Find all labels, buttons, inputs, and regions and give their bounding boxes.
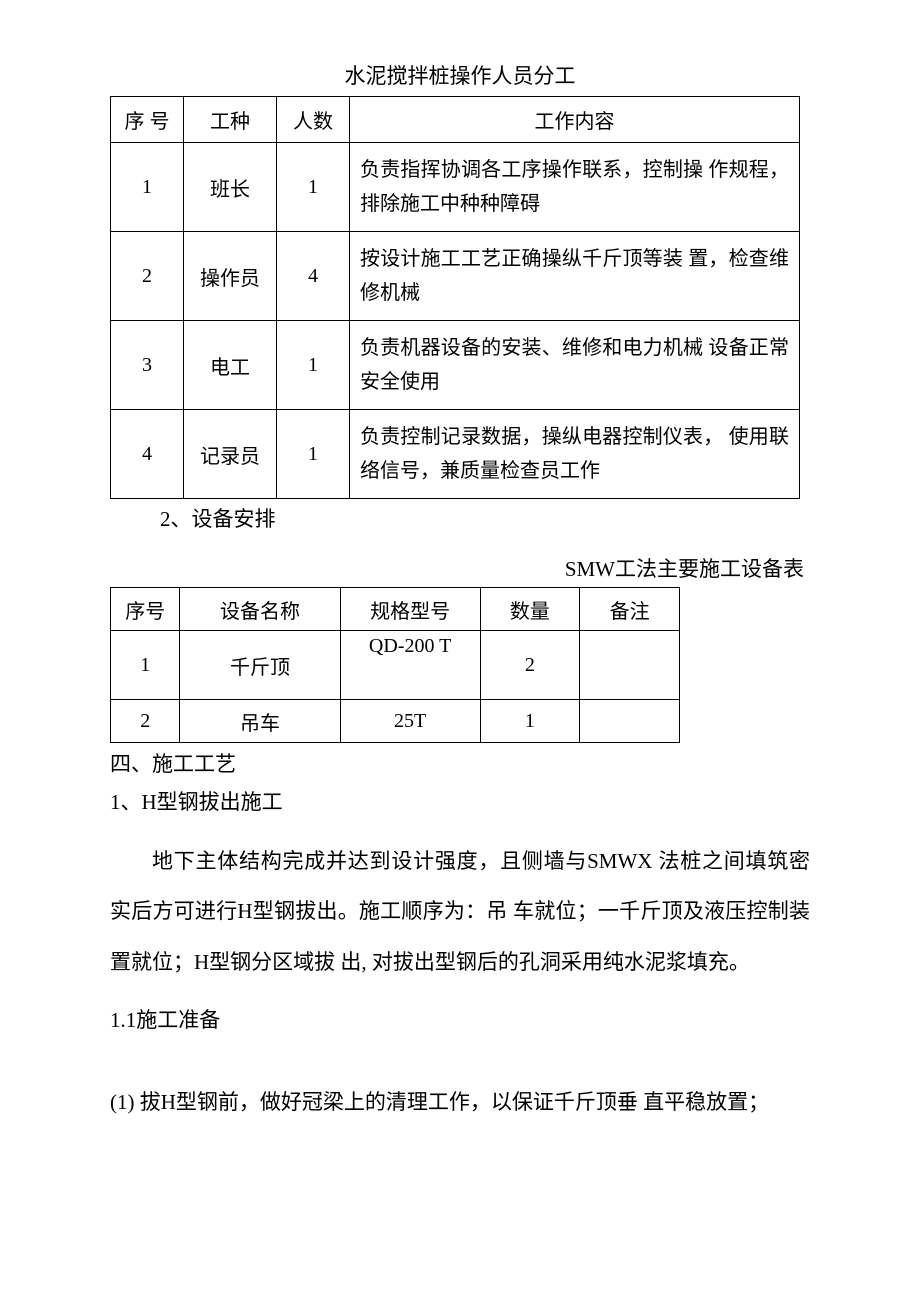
heading-siyi: 四、施工工艺 (110, 749, 810, 781)
cell-count: 1 (277, 143, 350, 232)
table-header-row: 序号 设备名称 规格型号 数量 备注 (111, 588, 680, 631)
table-row: 1 班长 1 负责指挥协调各工序操作联系，控制操 作规程，排除施工中种种障碍 (111, 143, 800, 232)
cell-desc: 负责机器设备的安装、维修和电力机械 设备正常安全使用 (350, 321, 800, 410)
equipment-table: 序号 设备名称 规格型号 数量 备注 1 千斤顶 QD-200 T 2 2 吊车… (110, 587, 680, 743)
table-row: 1 千斤顶 QD-200 T 2 (111, 631, 680, 700)
table1-title: 水泥搅拌桩操作人员分工 (110, 60, 810, 90)
cell-spec: QD-200 T (340, 631, 480, 700)
table-header-row: 序 号 工种 人数 工作内容 (111, 97, 800, 143)
cell-role: 电工 (184, 321, 277, 410)
cell-desc: 负责指挥协调各工序操作联系，控制操 作规程，排除施工中种种障碍 (350, 143, 800, 232)
table-row: 4 记录员 1 负责控制记录数据，操纵电器控制仪表， 使用联络信号，兼质量检查员… (111, 410, 800, 499)
col-seq: 序 号 (111, 97, 184, 143)
col-seq: 序号 (111, 588, 180, 631)
cell-spec: 25T (340, 700, 480, 743)
table2-caption: SMW工法主要施工设备表 (110, 553, 804, 583)
personnel-table: 序 号 工种 人数 工作内容 1 班长 1 负责指挥协调各工序操作联系，控制操 … (110, 96, 800, 499)
col-role: 工种 (184, 97, 277, 143)
col-qty: 数量 (480, 588, 580, 631)
cell-qty: 1 (480, 700, 580, 743)
col-desc: 工作内容 (350, 97, 800, 143)
cell-count: 4 (277, 232, 350, 321)
cell-desc: 负责控制记录数据，操纵电器控制仪表， 使用联络信号，兼质量检查员工作 (350, 410, 800, 499)
heading-prep: 1.1施工准备 (110, 1005, 810, 1037)
cell-desc: 按设计施工工艺正确操纵千斤顶等装 置，检查维修机械 (350, 232, 800, 321)
col-name: 设备名称 (180, 588, 340, 631)
cell-seq: 1 (111, 143, 184, 232)
body-paragraph: 地下主体结构完成并达到设计强度，且侧墙与SMWX 法桩之间填筑密实后方可进行H型… (110, 836, 810, 987)
cell-seq: 2 (111, 232, 184, 321)
section-equipment: 2、设备安排 (160, 503, 810, 533)
cell-qty: 2 (480, 631, 580, 700)
table-row: 2 吊车 25T 1 (111, 700, 680, 743)
cell-role: 记录员 (184, 410, 277, 499)
cell-note (580, 700, 680, 743)
cell-seq: 1 (111, 631, 180, 700)
col-count: 人数 (277, 97, 350, 143)
cell-seq: 2 (111, 700, 180, 743)
cell-count: 1 (277, 321, 350, 410)
cell-count: 1 (277, 410, 350, 499)
cell-role: 操作员 (184, 232, 277, 321)
col-spec: 规格型号 (340, 588, 480, 631)
col-note: 备注 (580, 588, 680, 631)
table-row: 2 操作员 4 按设计施工工艺正确操纵千斤顶等装 置，检查维修机械 (111, 232, 800, 321)
table-row: 3 电工 1 负责机器设备的安装、维修和电力机械 设备正常安全使用 (111, 321, 800, 410)
list-item-1: (1) 拔H型钢前，做好冠梁上的清理工作，以保证千斤顶垂 直平稳放置； (110, 1077, 810, 1127)
cell-role: 班长 (184, 143, 277, 232)
cell-note (580, 631, 680, 700)
heading-h-pull: 1、H型钢拔出施工 (110, 787, 810, 819)
cell-seq: 3 (111, 321, 184, 410)
cell-name: 吊车 (180, 700, 340, 743)
cell-name: 千斤顶 (180, 631, 340, 700)
cell-seq: 4 (111, 410, 184, 499)
